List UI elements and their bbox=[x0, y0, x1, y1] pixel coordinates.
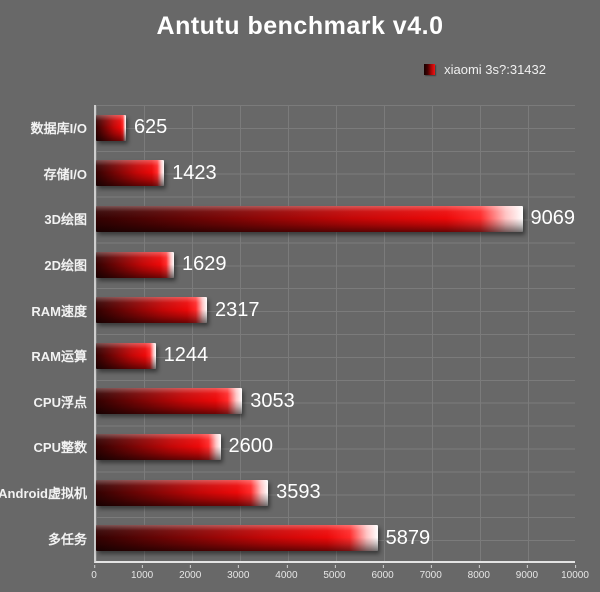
category-label: CPU浮点 bbox=[33, 394, 87, 410]
chart-row: 数据库I/O 625 bbox=[31, 105, 575, 151]
score-bar bbox=[96, 114, 126, 141]
chart-row: 3D绘图 9069 bbox=[44, 196, 576, 242]
category-label: 数据库I/O bbox=[30, 121, 87, 137]
chart-title: Antutu benchmark v4.0 bbox=[156, 12, 444, 40]
category-label: 3D绘图 bbox=[44, 212, 87, 228]
value-label: 2600 bbox=[228, 435, 274, 458]
chart-row: 多任务 5879 bbox=[48, 515, 575, 561]
category-label: Android虚拟机 bbox=[0, 486, 87, 502]
x-tick-label: 5000 bbox=[323, 565, 346, 581]
x-tick-label: 0 bbox=[91, 565, 97, 581]
value-label: 9069 bbox=[530, 207, 576, 230]
value-label: 3053 bbox=[250, 389, 295, 412]
score-bar bbox=[96, 433, 221, 460]
score-bar bbox=[96, 205, 523, 232]
x-tick-label: 1000 bbox=[130, 565, 154, 581]
value-label: 1244 bbox=[163, 344, 209, 367]
plot-rows: 数据库I/O 625 存储I/O 1423 3D绘图 9069 2D绘图 162… bbox=[0, 105, 576, 561]
score-bar bbox=[96, 388, 243, 415]
chart-row: 存储I/O 1423 bbox=[44, 151, 575, 197]
x-tick-label: 6000 bbox=[371, 565, 394, 581]
x-tick-label: 9000 bbox=[515, 565, 539, 581]
category-label: 存储I/O bbox=[43, 166, 87, 182]
score-bar bbox=[96, 342, 156, 369]
chart-row: Android虚拟机 3593 bbox=[0, 470, 575, 516]
category-label: RAM运算 bbox=[31, 349, 87, 365]
legend: xiaomi 3s?:31432 bbox=[424, 62, 546, 77]
x-axis-ticks: 0 1000 2000 3000 4000 5000 6000 7000 8000 9000 100… bbox=[91, 565, 589, 584]
score-bar bbox=[96, 297, 207, 324]
plot-area: 数据库I/O 625 存储I/O 1423 3D绘图 9069 2D绘图 162… bbox=[0, 105, 576, 563]
legend-label: xiaomi 3s?:31432 bbox=[444, 62, 546, 77]
score-bar bbox=[96, 160, 165, 187]
chart-row: CPU整数 2600 bbox=[34, 424, 575, 470]
chart-row: RAM速度 2317 bbox=[31, 287, 575, 333]
x-tick-label: 7000 bbox=[419, 565, 442, 581]
category-label: CPU整数 bbox=[33, 440, 87, 456]
value-label: 1423 bbox=[172, 161, 217, 184]
x-tick-label: 8000 bbox=[467, 565, 490, 581]
category-label: RAM速度 bbox=[31, 303, 87, 319]
score-bar bbox=[96, 479, 269, 506]
score-bar bbox=[96, 525, 378, 552]
score-bar bbox=[96, 251, 175, 278]
legend-red-cube-icon bbox=[424, 64, 436, 75]
x-tick-label: 3000 bbox=[227, 565, 250, 581]
x-tick-label: 4000 bbox=[275, 565, 298, 581]
category-label: 2D绘图 bbox=[44, 258, 87, 274]
chart-row: RAM运算 1244 bbox=[31, 333, 575, 379]
chart-row: 2D绘图 1629 bbox=[44, 242, 575, 288]
chart-row: CPU浮点 3053 bbox=[34, 379, 575, 425]
value-label: 2317 bbox=[214, 298, 260, 321]
value-label: 1629 bbox=[182, 253, 227, 276]
x-tick-label: 10000 bbox=[561, 565, 589, 581]
category-label: 多任务 bbox=[47, 531, 87, 547]
value-label: 625 bbox=[133, 116, 168, 139]
x-tick-label: 2000 bbox=[179, 565, 202, 581]
value-label: 3593 bbox=[276, 481, 321, 504]
value-label: 5879 bbox=[385, 526, 431, 549]
